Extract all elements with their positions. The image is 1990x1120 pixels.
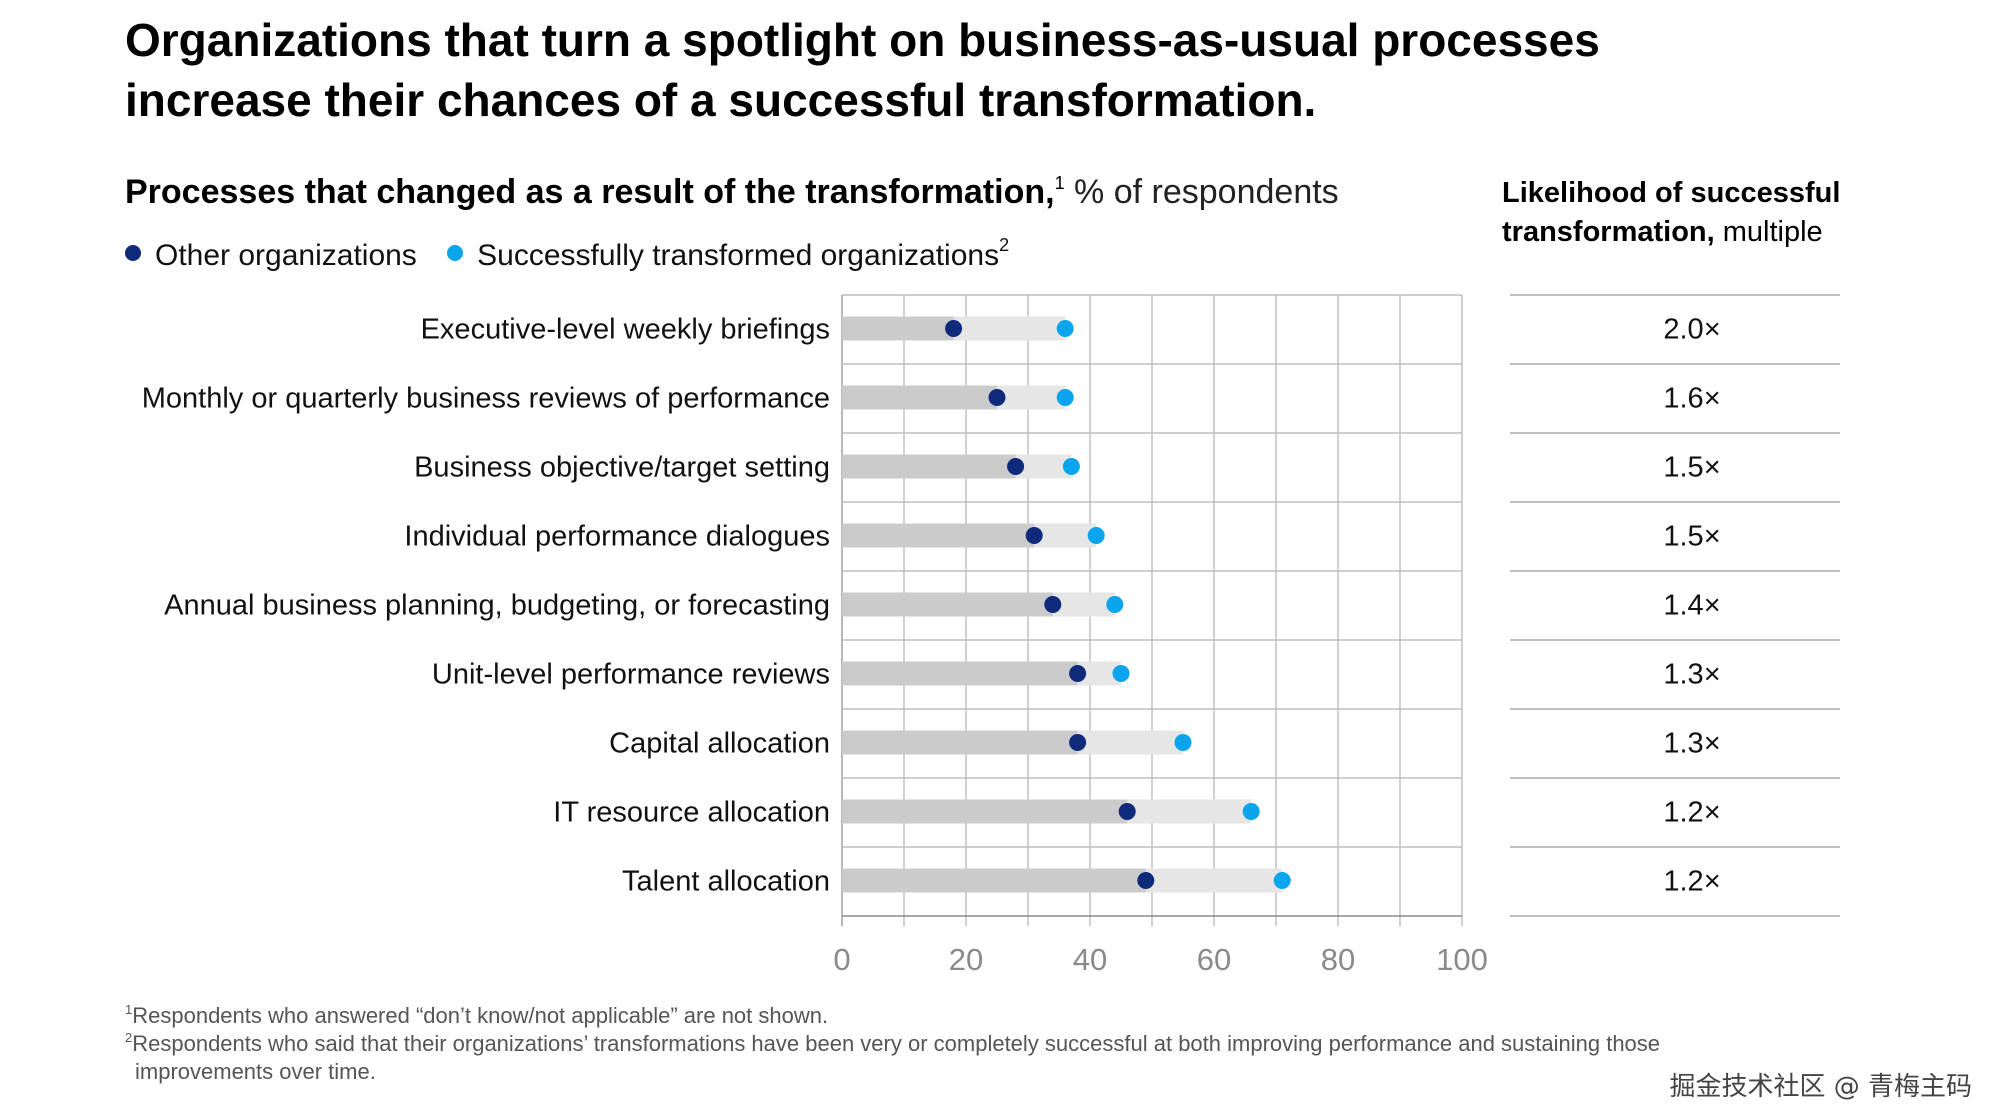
footnote-1-text: Respondents who answered “don’t know/not… [132, 1003, 829, 1028]
subtitle-bold: Processes that changed as a result of th… [125, 173, 1055, 211]
bar-other-range [842, 592, 1053, 617]
legend-dot-success [447, 245, 464, 261]
bar-other-range [842, 868, 1146, 893]
multiple-label: 1.3× [1663, 659, 1720, 691]
dot-success [1087, 527, 1105, 544]
dot-success [1056, 320, 1074, 337]
legend-item-success: Successfully transformed organizations2 [447, 236, 1009, 276]
multiple-label: 1.5× [1663, 452, 1720, 484]
bar-other-range [842, 523, 1035, 548]
legend-label-success: Successfully transformed organizations [477, 239, 1000, 272]
bar-other-range [842, 385, 997, 410]
footnote-2: 2Respondents who said that their organiz… [125, 1030, 1825, 1058]
dot-success [1056, 389, 1074, 406]
multiple-label: 1.6× [1663, 383, 1720, 415]
category-label: Unit-level performance reviews [432, 659, 830, 691]
chart-subtitle: Processes that changed as a result of th… [125, 170, 1339, 214]
category-label: Talent allocation [622, 866, 830, 898]
bar-other-range [842, 316, 954, 341]
bar-other-range [842, 454, 1016, 479]
dot-other [945, 320, 963, 337]
category-label: Business objective/target setting [414, 452, 830, 484]
dot-success [1062, 458, 1080, 475]
footnote-2-continued: improvements over time. [135, 1059, 376, 1084]
multiple-label: 1.3× [1663, 728, 1720, 760]
category-label: Annual business planning, budgeting, or … [164, 590, 830, 622]
dot-success [1106, 596, 1124, 613]
dot-other [1069, 734, 1087, 751]
multiple-label: 1.5× [1663, 521, 1720, 553]
watermark: 掘金技术社区 @ 青梅主码 [1669, 1072, 1972, 1102]
legend-footnote-marker: 2 [999, 235, 1010, 255]
legend-label-other: Other organizations [155, 239, 417, 272]
multiple-label: 1.4× [1663, 590, 1720, 622]
x-tick-label: 100 [1436, 942, 1488, 977]
chart-legend: Other organizations Successfully transfo… [125, 236, 1031, 276]
dot-success [1174, 734, 1192, 751]
dot-other [1137, 872, 1155, 889]
dot-other [1025, 527, 1043, 544]
legend-dot-other [125, 245, 141, 261]
multiple-label: 1.2× [1663, 866, 1720, 898]
category-label: IT resource allocation [553, 797, 830, 829]
category-label: Executive-level weekly briefings [421, 314, 830, 346]
bar-other-range [842, 661, 1078, 686]
footnote-1-marker: 1 [125, 1002, 133, 1017]
dot-other [1069, 665, 1087, 682]
x-tick-label: 80 [1321, 942, 1355, 977]
dot-success [1273, 872, 1291, 889]
footnote-1: 1Respondents who answered “don’t know/no… [125, 1002, 1825, 1030]
bar-other-range [842, 799, 1128, 824]
subtitle-unit: % of respondents [1064, 173, 1339, 211]
likelihood-heading-unit: multiple [1714, 216, 1823, 248]
x-tick-label: 60 [1197, 942, 1231, 977]
dot-other [1118, 803, 1136, 820]
category-label: Capital allocation [609, 728, 830, 760]
chart-headline: Organizations that turn a spotlight on b… [125, 14, 1600, 126]
x-tick-label: 40 [1073, 942, 1107, 977]
x-tick-label: 0 [833, 942, 850, 977]
likelihood-heading-bold: Likelihood of successful transformation, [1502, 177, 1841, 248]
category-label: Individual performance dialogues [404, 521, 830, 553]
category-label: Monthly or quarterly business reviews of… [142, 383, 830, 415]
dot-other [1044, 596, 1062, 613]
footnote-2-text: Respondents who said that their organiza… [132, 1031, 1661, 1056]
multiple-label: 1.2× [1663, 797, 1720, 829]
x-tick-label: 20 [949, 942, 983, 977]
footnotes: 1Respondents who answered “don’t know/no… [125, 1002, 1825, 1086]
multiple-label: 2.0× [1663, 314, 1720, 346]
footnote-2-marker: 2 [125, 1030, 133, 1045]
dot-other [1007, 458, 1025, 475]
dot-success [1112, 665, 1130, 682]
subtitle-footnote-marker: 1 [1054, 173, 1065, 193]
dot-success [1242, 803, 1260, 820]
dot-other [988, 389, 1006, 406]
dot-chart: Executive-level weekly briefings 2.0× Mont… [142, 294, 1840, 977]
likelihood-heading: Likelihood of successful transformation,… [1502, 174, 1902, 252]
bar-other-range [842, 730, 1078, 755]
legend-item-other: Other organizations [125, 236, 417, 276]
